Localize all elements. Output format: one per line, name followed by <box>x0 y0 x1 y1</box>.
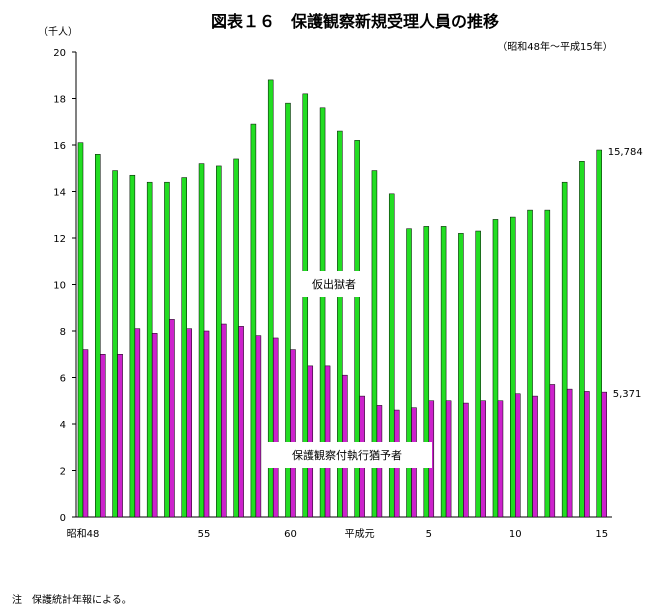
bar <box>544 209 551 518</box>
x-tick-label: 5 <box>426 529 432 540</box>
bar <box>267 79 274 518</box>
bar <box>302 93 309 518</box>
y-tick-label: 2 <box>60 467 66 478</box>
y-tick-label: 12 <box>53 234 66 245</box>
y-tick-label: 8 <box>60 327 66 338</box>
bar <box>324 365 331 518</box>
bar <box>129 174 136 518</box>
bar <box>445 400 452 518</box>
x-tick-label: 55 <box>198 529 211 540</box>
y-tick-label: 16 <box>53 141 66 152</box>
legend-box <box>299 271 369 297</box>
bar <box>233 158 239 518</box>
bar <box>463 402 469 518</box>
bar <box>250 123 257 518</box>
bar <box>285 102 291 518</box>
y-tick-label: 20 <box>53 48 66 59</box>
y-tick-label: 14 <box>53 188 66 199</box>
bar <box>527 209 533 518</box>
bar <box>458 233 464 518</box>
y-tick-label: 18 <box>53 95 66 106</box>
bar <box>406 228 412 518</box>
bar <box>584 391 590 518</box>
series-name-label: 保護観察付執行猶予者 <box>262 442 432 468</box>
bar <box>169 319 175 518</box>
bar <box>475 230 481 518</box>
bar <box>601 391 607 518</box>
bar <box>82 349 89 518</box>
legend-box <box>262 442 432 468</box>
bar <box>164 181 170 518</box>
series-name: 保護観察付執行猶予者 <box>292 448 402 462</box>
y-tick-label: 6 <box>60 374 66 385</box>
bar <box>515 393 521 518</box>
bar <box>112 170 118 518</box>
y-axis-label: （千人） <box>38 26 78 38</box>
series-end-label: 5,371 <box>613 389 642 400</box>
series-end-label: 15,784 <box>608 147 643 158</box>
bar <box>203 330 210 518</box>
bar <box>337 130 343 518</box>
bar <box>272 337 279 518</box>
bar <box>151 333 158 518</box>
bar <box>134 328 141 518</box>
bar <box>388 193 395 518</box>
bar <box>221 323 227 518</box>
bar <box>579 161 585 518</box>
bar <box>100 354 106 518</box>
chart-subtitle: （昭和48年～平成15年） <box>497 40 612 53</box>
bar <box>497 400 504 518</box>
x-tick-label: 昭和48 <box>67 528 100 540</box>
series-name: 仮出獄者 <box>312 277 356 291</box>
bar <box>566 388 573 518</box>
bar <box>307 365 314 518</box>
bar <box>561 181 568 518</box>
bar <box>480 400 486 518</box>
bar <box>117 354 123 518</box>
chart-title: 図表１６ 保護観察新規受理人員の推移 <box>211 12 499 31</box>
bar <box>290 349 296 518</box>
bar <box>238 326 244 518</box>
bar <box>146 181 153 518</box>
bar <box>255 335 262 518</box>
y-tick-label: 4 <box>60 420 66 431</box>
bar <box>423 226 430 518</box>
x-tick-label: 平成元 <box>345 528 375 540</box>
y-tick-label: 10 <box>53 281 66 292</box>
x-tick-label: 15 <box>595 529 608 540</box>
bar <box>532 395 538 518</box>
bar <box>492 219 499 518</box>
labels: 0 2 4 6 8 10 12 14 16 18 20 15,784 5,371 昭和48 55 60 平成元 5… <box>53 48 642 540</box>
series-name-label: 仮出獄者 <box>299 271 369 297</box>
bar <box>596 149 602 518</box>
bar <box>181 177 187 518</box>
bar <box>216 165 222 518</box>
bar <box>95 154 101 518</box>
bar <box>186 328 192 518</box>
bar <box>354 140 360 518</box>
bar <box>319 107 326 518</box>
bar <box>77 142 84 518</box>
bar <box>371 170 378 518</box>
y-tick-label: 0 <box>60 513 66 524</box>
x-tick-label: 60 <box>284 529 297 540</box>
bar <box>198 163 205 518</box>
bar <box>549 384 556 518</box>
bar <box>510 216 516 518</box>
x-tick-label: 10 <box>509 529 522 540</box>
source-note: 注 保護統計年報による。 <box>12 593 132 606</box>
bar <box>440 226 447 518</box>
